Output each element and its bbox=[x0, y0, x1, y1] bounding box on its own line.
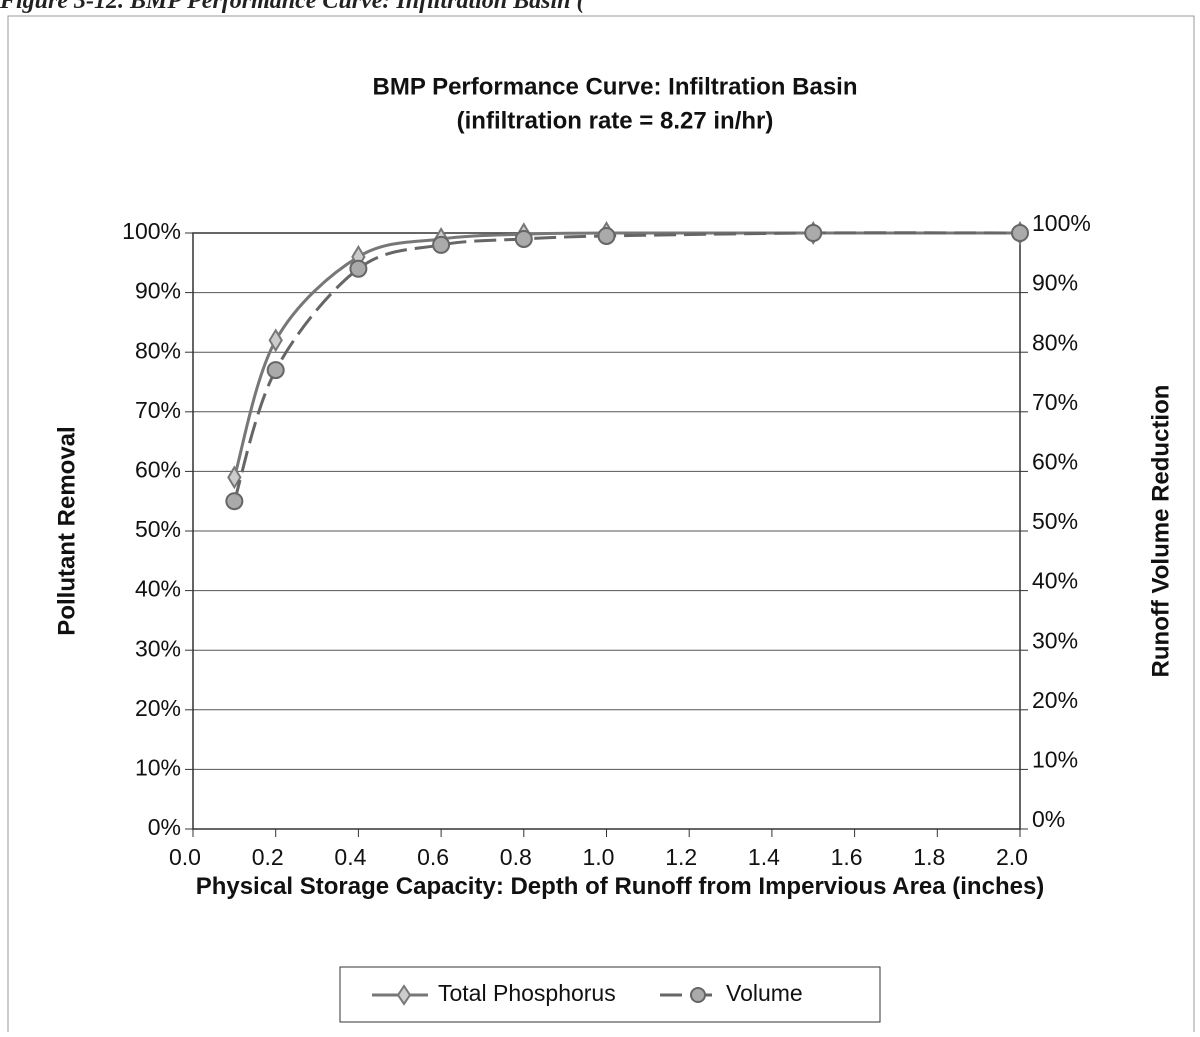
y2-tick-label: 0% bbox=[1032, 806, 1065, 832]
point bbox=[804, 224, 823, 242]
chart-title: BMP Performance Curve: Infiltration Basi… bbox=[373, 73, 858, 100]
point bbox=[268, 328, 283, 353]
legend-marker bbox=[690, 987, 706, 1003]
legend-label: Volume bbox=[726, 980, 803, 1006]
y-tick-label: 40% bbox=[135, 576, 181, 602]
legend-marker bbox=[396, 984, 412, 1006]
point bbox=[225, 492, 244, 511]
y-tick-label: 10% bbox=[135, 754, 181, 780]
x-tick-label: 2.0 bbox=[996, 844, 1028, 870]
y-tick-label: 20% bbox=[135, 695, 181, 721]
y2-tick-label: 30% bbox=[1032, 627, 1078, 653]
y-tick-label: 0% bbox=[148, 814, 181, 840]
point bbox=[597, 226, 616, 245]
x-tick-label: 1.6 bbox=[831, 844, 863, 870]
x-tick-label: 0.0 bbox=[169, 844, 201, 870]
x-tick-label: 0.4 bbox=[334, 844, 366, 870]
point bbox=[227, 465, 242, 490]
x-axis-label: Physical Storage Capacity: Depth of Runo… bbox=[195, 873, 1045, 900]
y2-axis-label: Runoff Volume Reduction bbox=[1147, 385, 1174, 678]
point bbox=[432, 235, 451, 254]
y2-tick-label: 40% bbox=[1032, 568, 1078, 594]
point bbox=[514, 229, 533, 248]
x-tick-label: 0.6 bbox=[417, 844, 449, 870]
y-tick-label: 100% bbox=[122, 218, 181, 244]
y2-tick-label: 50% bbox=[1032, 508, 1078, 534]
x-tick-label: 1.4 bbox=[748, 844, 780, 870]
chart-subtitle: (infiltration rate = 8.27 in/hr) bbox=[457, 107, 774, 134]
point bbox=[266, 361, 285, 380]
y-tick-label: 90% bbox=[135, 278, 181, 304]
y2-tick-label: 10% bbox=[1032, 746, 1078, 772]
y-tick-label: 60% bbox=[135, 456, 181, 482]
y2-tick-label: 100% bbox=[1032, 210, 1091, 236]
legend-box bbox=[339, 966, 881, 1023]
legend: Total Phosphorus Volume bbox=[339, 966, 881, 1023]
y2-tick-label: 90% bbox=[1032, 270, 1078, 296]
point bbox=[1011, 224, 1029, 242]
y-tick-label: 80% bbox=[135, 337, 181, 363]
y2-tick-label: 60% bbox=[1032, 448, 1078, 474]
x-tick-label: 1.2 bbox=[665, 844, 697, 870]
x-tick-label: 0.8 bbox=[500, 844, 532, 870]
legend-label: Total Phosphorus bbox=[438, 980, 616, 1006]
x-tick-label: 0.2 bbox=[252, 844, 284, 870]
y-tick-label: 50% bbox=[135, 516, 181, 542]
y-axis-label: Pollutant Removal bbox=[53, 426, 80, 635]
chart-frame bbox=[7, 15, 1195, 1037]
y2-tick-label: 80% bbox=[1032, 329, 1078, 355]
x-tick-label: 1.0 bbox=[583, 844, 615, 870]
point bbox=[349, 259, 368, 278]
caption: Figure 3-12. BMP Performance Curve: Infi… bbox=[0, 0, 585, 14]
y-tick-label: 70% bbox=[135, 397, 181, 423]
y-tick-label: 30% bbox=[135, 635, 181, 661]
x-tick-label: 1.8 bbox=[913, 844, 945, 870]
y2-tick-label: 20% bbox=[1032, 687, 1078, 713]
y2-tick-label: 70% bbox=[1032, 389, 1078, 415]
